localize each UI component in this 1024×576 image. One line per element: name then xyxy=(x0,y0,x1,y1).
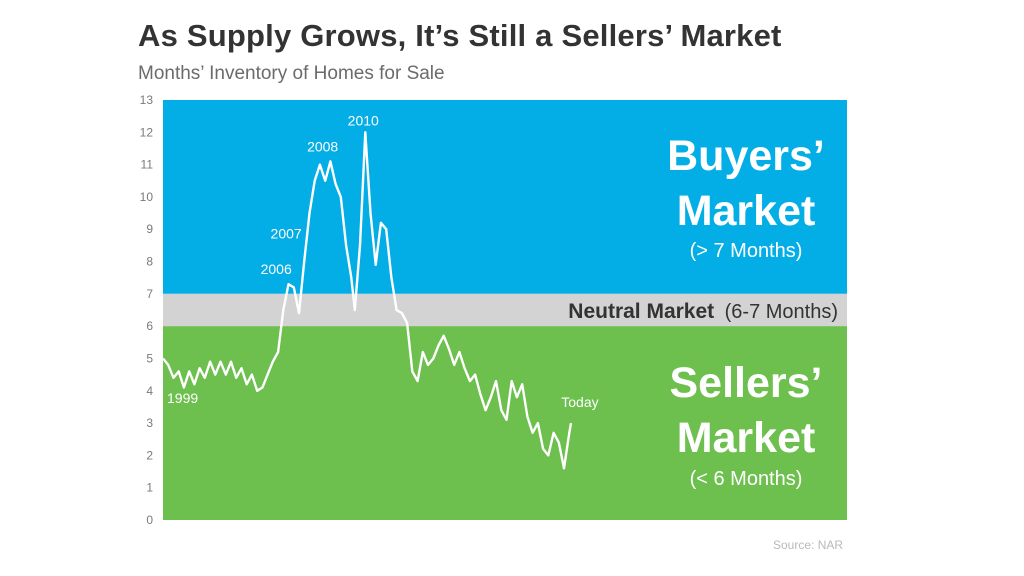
neutral-market-note: (6-7 Months) xyxy=(725,301,838,323)
sellers-market-zone xyxy=(163,326,847,520)
sellers-market-note: (< 6 Months) xyxy=(690,468,803,490)
y-tick-label: 9 xyxy=(146,222,153,236)
annotation-today: Today xyxy=(561,394,598,410)
y-tick-label: 2 xyxy=(146,448,153,462)
buyers-market-title-line1: Buyers’ xyxy=(667,132,825,180)
y-tick-label: 1 xyxy=(146,481,153,495)
chart-subtitle: Months’ Inventory of Homes for Sale xyxy=(138,63,445,84)
y-tick-label: 12 xyxy=(140,125,154,139)
y-tick-label: 3 xyxy=(146,416,153,430)
annotation-2010: 2010 xyxy=(348,113,379,129)
y-tick-label: 13 xyxy=(140,93,154,107)
sellers-market-title-line2: Market xyxy=(677,414,816,462)
buyers-market-zone xyxy=(163,100,847,294)
year-annotations: 1999 2006 2007 2008 2010 Today xyxy=(167,113,599,411)
y-tick-label: 4 xyxy=(146,384,153,398)
annotation-2006: 2006 xyxy=(261,261,292,277)
neutral-market-label: Neutral Market (6-7 Months) xyxy=(568,300,838,323)
annotation-1999: 1999 xyxy=(167,390,198,406)
source-note: Source: NAR xyxy=(773,538,844,552)
y-tick-label: 7 xyxy=(146,287,153,301)
y-tick-label: 8 xyxy=(146,255,153,269)
y-tick-label: 11 xyxy=(141,158,154,172)
buyers-market-note: (> 7 Months) xyxy=(690,240,803,262)
inventory-line xyxy=(162,131,573,470)
chart-title: As Supply Grows, It’s Still a Sellers’ M… xyxy=(138,18,782,53)
annotation-2008: 2008 xyxy=(307,138,338,154)
annotation-2007: 2007 xyxy=(271,226,302,242)
y-tick-label: 5 xyxy=(146,351,153,365)
neutral-market-zone xyxy=(163,293,847,327)
sellers-market-title-line1: Sellers’ xyxy=(670,359,823,407)
y-tick-label: 0 xyxy=(146,513,153,527)
y-tick-label: 10 xyxy=(140,190,154,204)
neutral-market-title: Neutral Market xyxy=(568,300,714,323)
y-tick-label: 6 xyxy=(146,319,153,333)
buyers-market-title-line2: Market xyxy=(677,187,816,235)
